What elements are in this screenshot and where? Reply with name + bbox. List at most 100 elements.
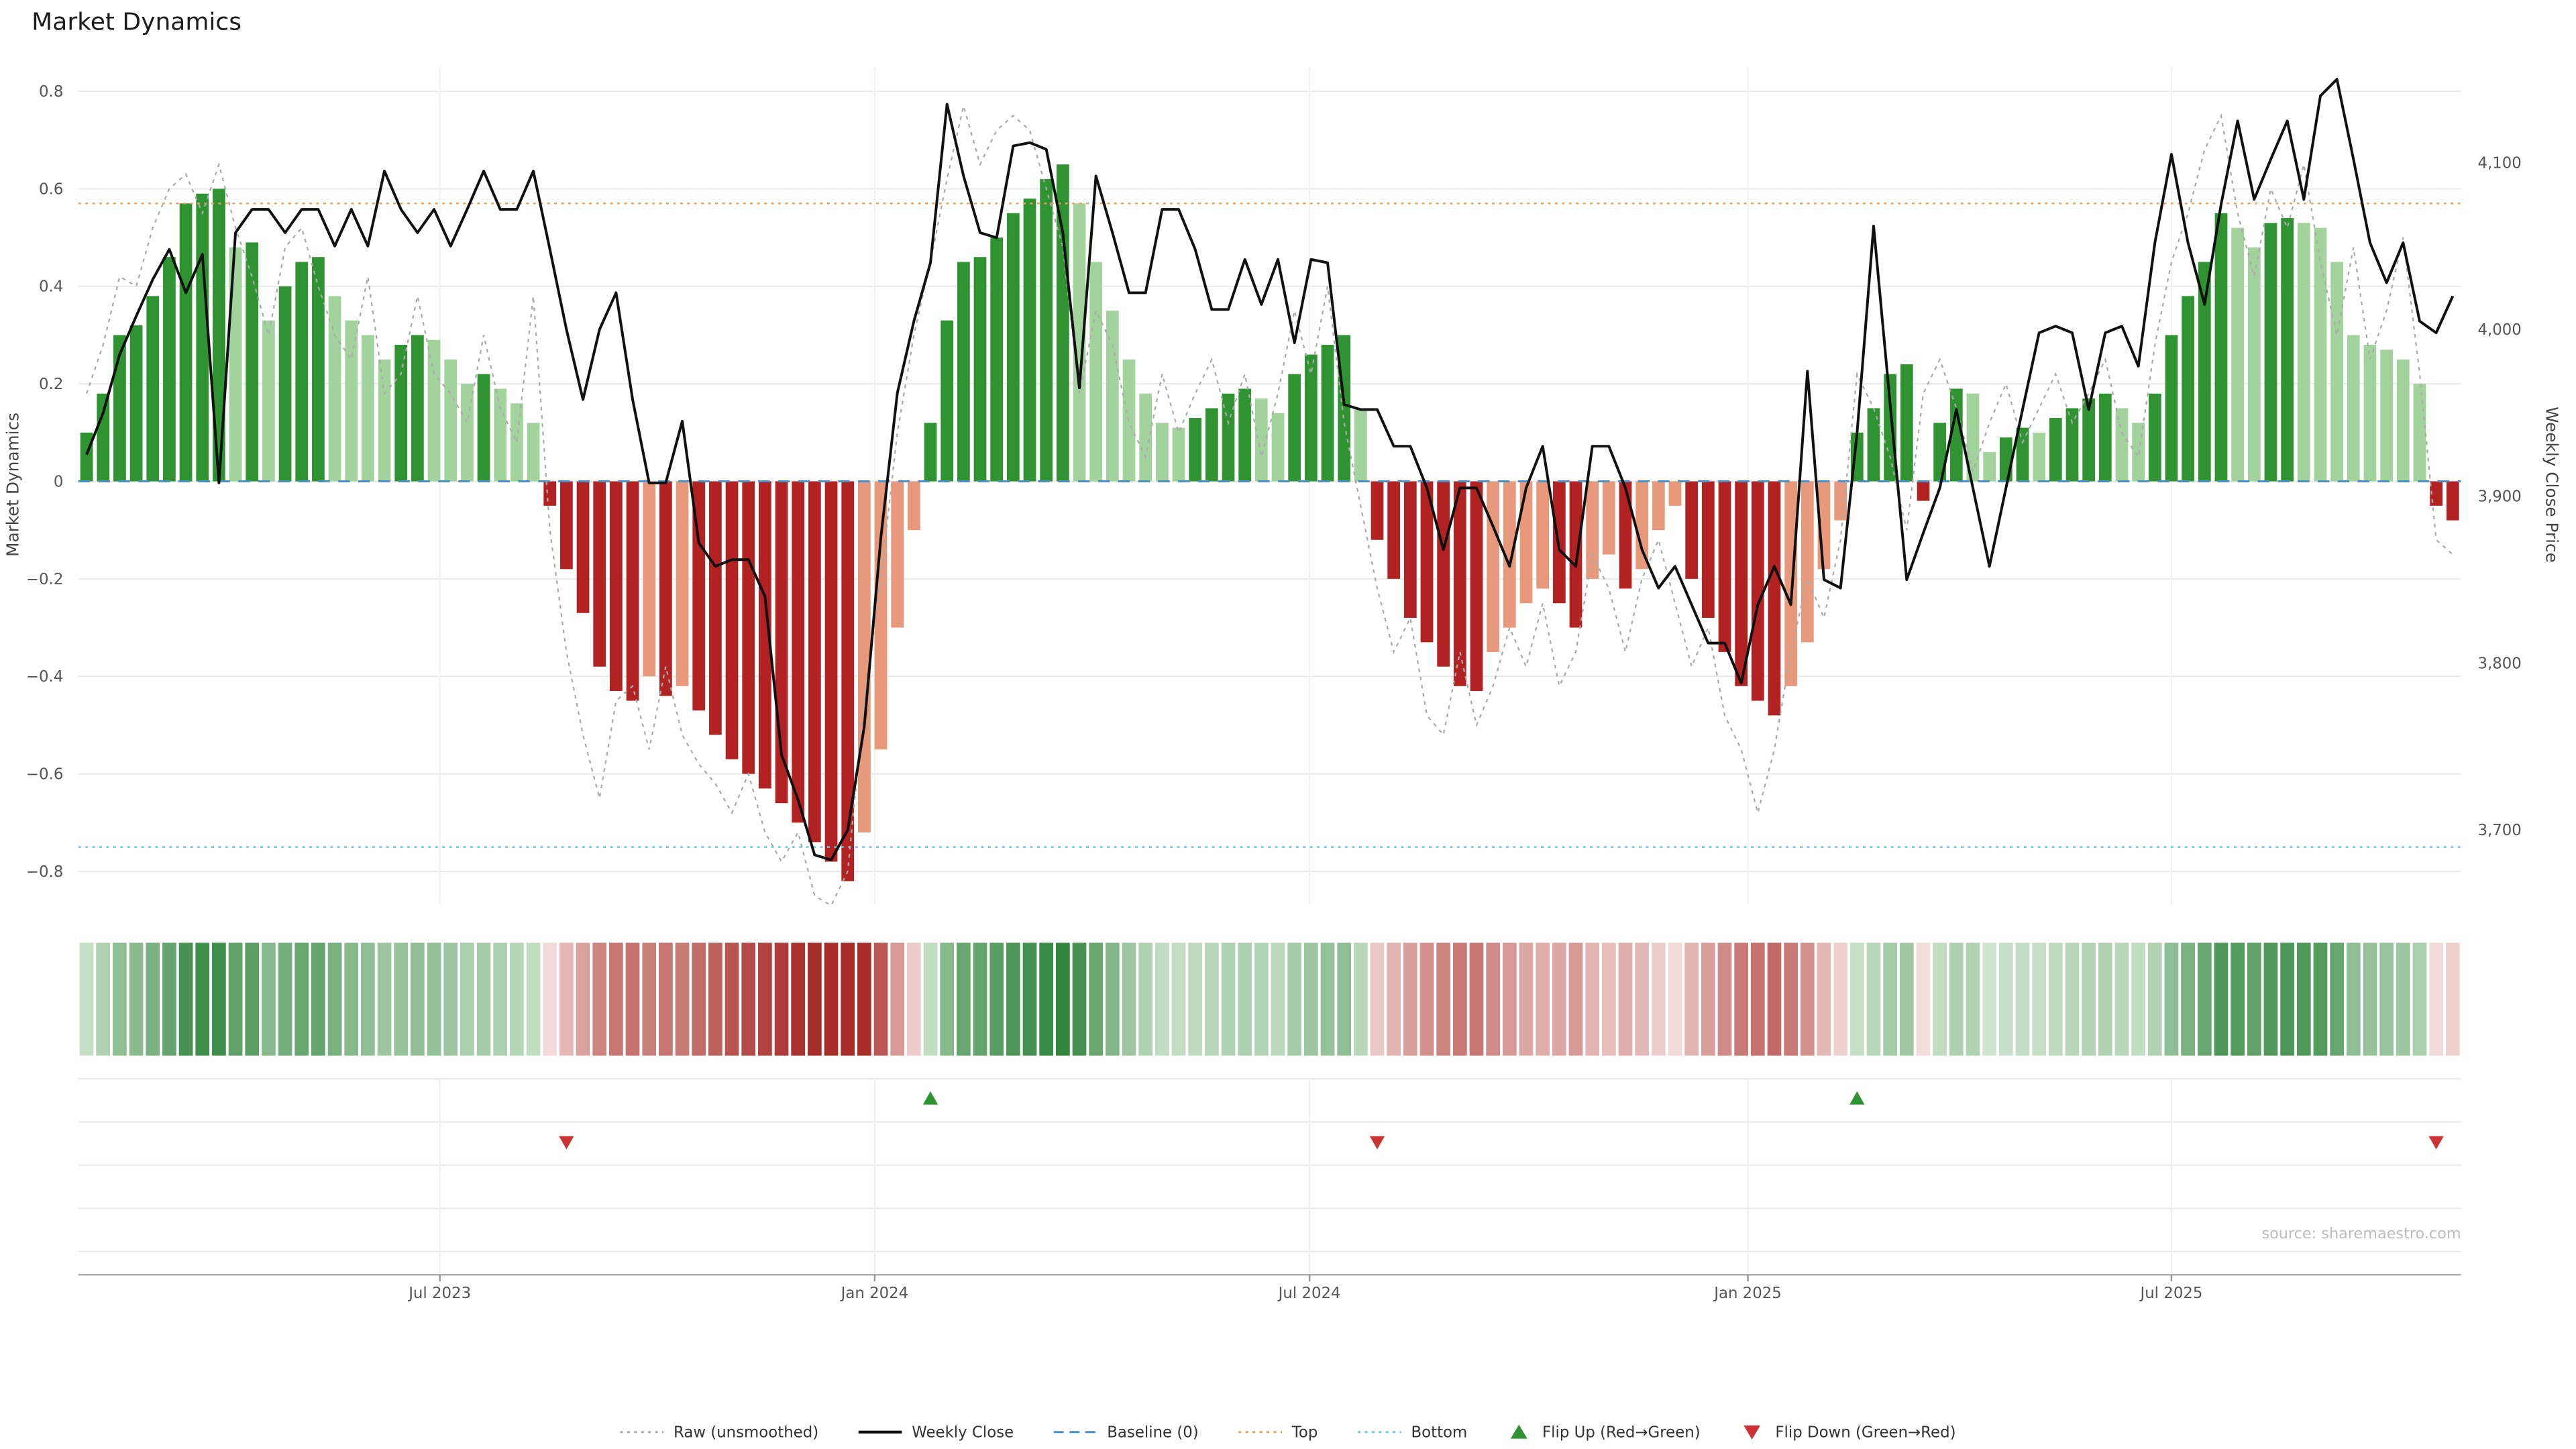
heatmap-cell [1204,943,1219,1056]
heatmap-cell [2429,943,2443,1056]
y-tick-label: 0.6 [39,180,63,198]
flip-down-icon [1369,1136,1385,1150]
heatmap-cell [1651,943,1666,1056]
x-tick-label: Jul 2025 [2139,1285,2202,1302]
x-tick-label: Jul 2023 [407,1285,471,1302]
dynamics-bar [2247,247,2261,482]
dynamics-bar [1983,451,1996,482]
dynamics-bar [1784,481,1798,686]
heatmap-cell [973,943,987,1056]
dynamics-bar [1966,393,1980,482]
dynamics-bar [941,320,954,482]
dynamics-bar [1487,481,1500,652]
dynamics-bar [494,388,507,482]
dynamics-bar [1321,345,1334,482]
dynamics-bar [593,481,606,667]
heatmap-cell [841,943,855,1056]
flip-up-icon [1510,1424,1527,1439]
heatmap-cell [741,943,756,1056]
dynamics-bar [262,320,275,482]
heatmap-cell [113,943,127,1056]
heatmap-cell [576,943,590,1056]
heatmap-cell [2181,943,2195,1056]
dynamics-bar [278,286,292,482]
heatmap-cell [2296,943,2311,1056]
dynamics-bar [1519,481,1533,604]
heatmap-cell [1171,943,1186,1056]
y2-tick-label: 4,100 [2477,154,2521,172]
dynamics-bar [1106,311,1119,482]
heatmap-cell [311,943,325,1056]
heatmap-cell [890,943,905,1056]
dynamics-bar [2380,350,2393,482]
heatmap-cell [2164,943,2179,1056]
chart-graphics: 0.8 0.6 0.4 0.2 0 −0.2 −0.4 −0.6 −0.8 4,100 4,000 3… [26,66,2522,1302]
heatmap-cell [1452,943,1467,1056]
heatmap-cell [642,943,657,1056]
dynamics-bar [1420,481,1434,643]
dynamics-bar [2446,481,2459,521]
dynamics-bar [427,339,441,482]
heatmap-cell [1353,943,1368,1056]
dynamics-bar [2214,213,2228,482]
dynamics-bar [1006,213,1020,482]
heatmap-cell [1899,943,1914,1056]
right-axis-label: Weekly Close Price [2542,407,2561,563]
dynamics-bar [312,257,325,482]
heatmap-cell [1568,943,1583,1056]
heatmap-cell [1419,943,1434,1056]
dynamics-bar [2033,432,2046,482]
heatmap-cell [1717,943,1732,1056]
dynamics-bar [973,257,987,482]
flip-up-icon [922,1091,938,1105]
dynamics-bar [2330,262,2343,482]
heatmap-cell [427,943,441,1056]
heatmap-cell [228,943,243,1056]
dynamics-bar [692,481,706,711]
heatmap-cell [178,943,193,1056]
x-tick-label: Jul 2024 [1277,1285,1341,1302]
chart-title: Market Dynamics [32,9,241,36]
heatmap-cell [708,943,722,1056]
dynamics-bar [179,203,193,482]
heatmap-cell [212,943,226,1056]
dynamics-bar [477,374,490,482]
dynamics-bar [1304,354,1318,482]
heatmap-cell [1750,943,1765,1056]
heatmap-cell [1238,943,1252,1056]
dynamics-bar [1453,481,1466,686]
weekly-close-line [85,78,2455,861]
y2-tick-label: 3,800 [2477,655,2521,672]
dynamics-bar [362,335,374,482]
dynamics-bar [196,193,209,482]
dynamics-bar [1685,481,1699,579]
heatmap-cell [1105,943,1120,1056]
dynamics-bar [163,257,176,482]
dynamics-bar [2182,296,2195,482]
heatmap-cell [1089,943,1104,1056]
dynamics-bar [1403,481,1417,619]
y-tick-label: 0 [54,473,64,490]
heatmap-cell [443,943,458,1056]
dynamics-bar [957,262,970,482]
heatmap-cell [2114,943,2129,1056]
legend-label: Weekly Close [912,1424,1014,1442]
legend-label: Raw (unsmoothed) [674,1424,818,1442]
heatmap-cell [774,943,789,1056]
heatmap-cell [907,943,921,1056]
heatmap-cell [361,943,375,1056]
heatmap-cell [824,943,839,1056]
heatmap-cell [2098,943,2112,1056]
dynamics-bar [676,481,689,686]
heatmap-cell [1982,943,1996,1056]
y-tick-label: 0.8 [39,83,63,101]
heatmap-cell [2445,943,2460,1056]
dynamics-bar [907,481,920,531]
heatmap-cell [2396,943,2410,1056]
dynamics-bar [2281,218,2294,482]
dynamics-bar [444,359,458,482]
x-tick-label: Jan 2024 [840,1285,909,1302]
dynamics-bar [924,423,937,482]
dynamics-bar [411,335,424,482]
flip-down-icon [1743,1425,1761,1440]
